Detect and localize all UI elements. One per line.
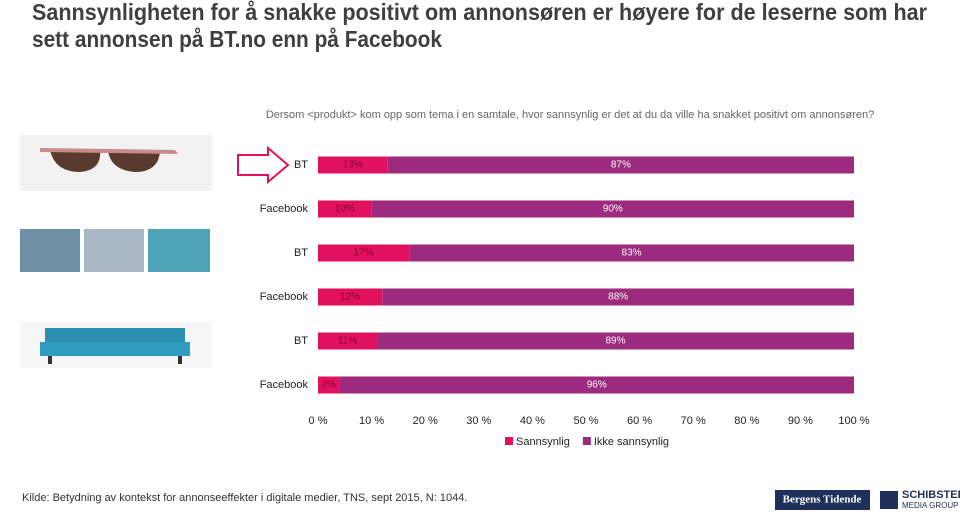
- y-tick-label: Facebook: [260, 203, 309, 215]
- y-tick-label: BT: [294, 159, 308, 171]
- value-label: 87%: [611, 160, 631, 171]
- x-tick-label: 30 %: [466, 415, 491, 427]
- value-label: 96%: [587, 380, 607, 391]
- y-tick-label: Facebook: [260, 291, 309, 303]
- bar-segment: [409, 244, 854, 262]
- y-tick-label: BT: [294, 247, 308, 259]
- logo-bg: [775, 490, 870, 510]
- bar-segment: [318, 288, 383, 306]
- chart-title: sett annonsen på BT.no enn på Facebook: [32, 26, 442, 52]
- legend-label: Ikke sannsynlig: [594, 436, 669, 448]
- bar-segment: [318, 376, 340, 394]
- product-sofa: [20, 322, 212, 368]
- x-tick-label: 20 %: [413, 415, 438, 427]
- value-label: 10%: [335, 204, 355, 215]
- source: Kilde: Betydning av kontekst for annonse…: [22, 492, 467, 504]
- value-label: 17%: [354, 248, 374, 259]
- value-label: 4%: [321, 380, 336, 391]
- value-label: 13%: [343, 160, 363, 171]
- bar-segment: [371, 200, 854, 218]
- arrow: [237, 145, 290, 185]
- x-tick-label: 60 %: [627, 415, 652, 427]
- x-tick-label: 70 %: [681, 415, 706, 427]
- legend-swatch: [582, 437, 591, 445]
- legend-swatch: [505, 437, 513, 445]
- legend-label: Sannsynlig: [516, 436, 570, 448]
- logo: SCHIBSTED: [902, 489, 960, 501]
- x-tick-label: 0 %: [309, 415, 328, 427]
- product-sunglasses: [20, 135, 212, 191]
- bar-segment: [339, 376, 854, 394]
- bar-segment: [318, 244, 410, 262]
- bar-segment: [387, 156, 854, 174]
- product-travel: [20, 229, 210, 272]
- bar-segment: [382, 288, 854, 306]
- value-label: 90%: [603, 204, 623, 215]
- bar-segment: [376, 332, 854, 350]
- value-label: 89%: [605, 336, 625, 347]
- bar-segment: [318, 332, 377, 350]
- x-tick-label: 40 %: [520, 415, 545, 427]
- bar-segment: [318, 156, 388, 174]
- logo: MEDIA GROUP: [902, 501, 958, 510]
- chart-subtitle: Dersom <produkt> kom opp som tema i en s…: [266, 109, 874, 121]
- value-label: 11%: [338, 336, 357, 347]
- value-label: 88%: [608, 292, 628, 303]
- value-label: 83%: [622, 248, 642, 259]
- y-tick-label: BT: [294, 335, 308, 347]
- x-tick-label: 100 %: [838, 415, 869, 427]
- x-tick-label: 10 %: [359, 415, 384, 427]
- x-tick-label: 50 %: [573, 415, 598, 427]
- logo-icon: [880, 491, 898, 509]
- chart-title: Sannsynligheten for å snakke positivt om…: [32, 0, 927, 25]
- y-tick-label: Facebook: [260, 379, 309, 391]
- logo: Bergens Tidende: [783, 494, 862, 506]
- bar-segment: [318, 200, 372, 218]
- value-label: 12%: [340, 292, 360, 303]
- x-tick-label: 80 %: [734, 415, 759, 427]
- x-tick-label: 90 %: [788, 415, 813, 427]
